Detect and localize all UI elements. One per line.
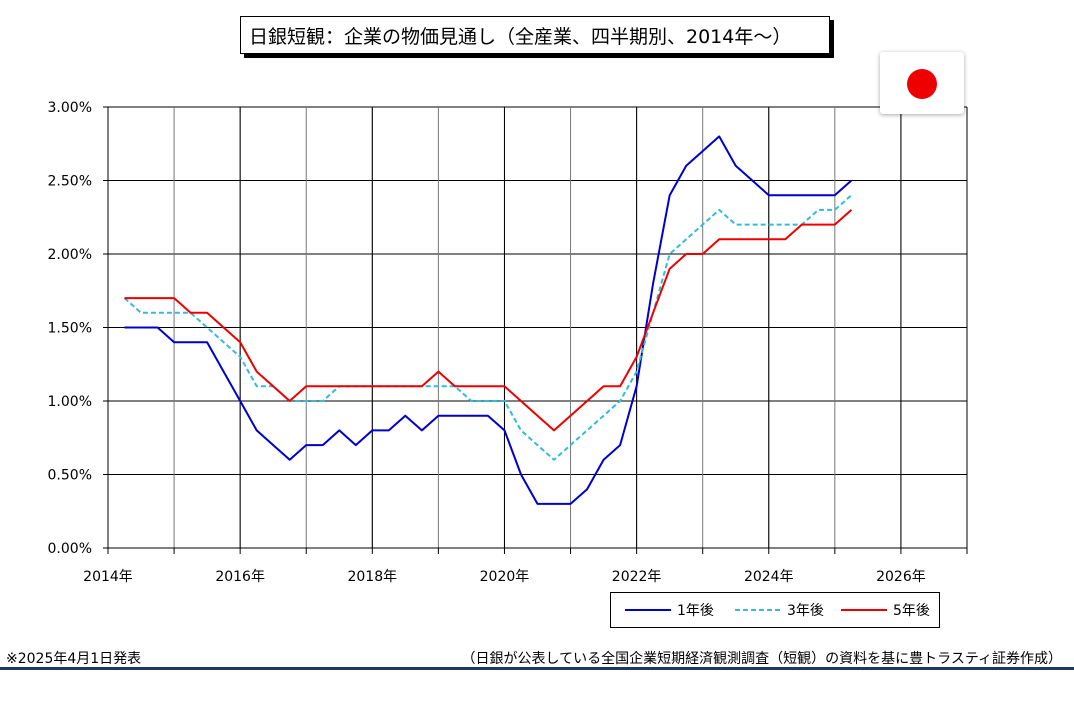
legend-item-5y: 5年後 [841,593,930,627]
chart-legend: 1年後 3年後 5年後 [610,592,940,628]
y-tick-label: 3.00% [48,100,92,116]
x-tick-label: 2020年 [480,569,530,585]
chart-axes: 0.00% 0.50% 1.00% 1.50% 2.00% 2.50% 3.00% 2014年… [48,100,968,585]
x-tick-label: 2022年 [612,569,662,585]
series-line-1y [124,135,853,505]
y-tick-label: 0.00% [48,541,92,557]
y-tick-label: 1.50% [48,321,92,337]
chart-grid [108,106,967,549]
japan-flag-icon [880,52,964,114]
legend-item-3y: 3年後 [735,593,824,627]
legend-swatch-5y [841,609,887,611]
legend-swatch-3y [735,609,781,611]
legend-label-1y: 1年後 [677,603,714,619]
x-tick-label: 2026年 [876,569,926,585]
legend-label-3y: 3年後 [787,603,824,619]
series-line-3y [123,194,853,461]
legend-swatch-1y [625,609,671,611]
chart-title: 日銀短観：企業の物価見通し（全産業、四半期別、2014年〜） [240,16,830,54]
legend-item-1y: 1年後 [625,593,714,627]
flag-disc [907,69,937,99]
series-line-5y [124,209,853,432]
x-tick-label: 2014年 [83,569,133,585]
x-tick-label: 2018年 [347,569,397,585]
y-tick-label: 0.50% [48,468,92,484]
y-tick-label: 2.00% [48,247,92,263]
bottom-rule [0,667,1074,670]
chart-title-text: 日銀短観：企業の物価見通し（全産業、四半期別、2014年〜） [249,25,792,48]
chart-series-group [123,135,853,505]
y-tick-label: 2.50% [48,174,92,190]
footnote-source: （日銀が公表している全国企業短期経済観測調査（短観）の資料を基に豊トラスティ証券… [461,651,1062,667]
y-tick-label: 1.00% [48,394,92,410]
x-tick-label: 2024年 [744,569,794,585]
footnote-date: ※2025年4月1日発表 [6,651,142,667]
legend-label-5y: 5年後 [893,603,930,619]
x-tick-label: 2016年 [215,569,265,585]
